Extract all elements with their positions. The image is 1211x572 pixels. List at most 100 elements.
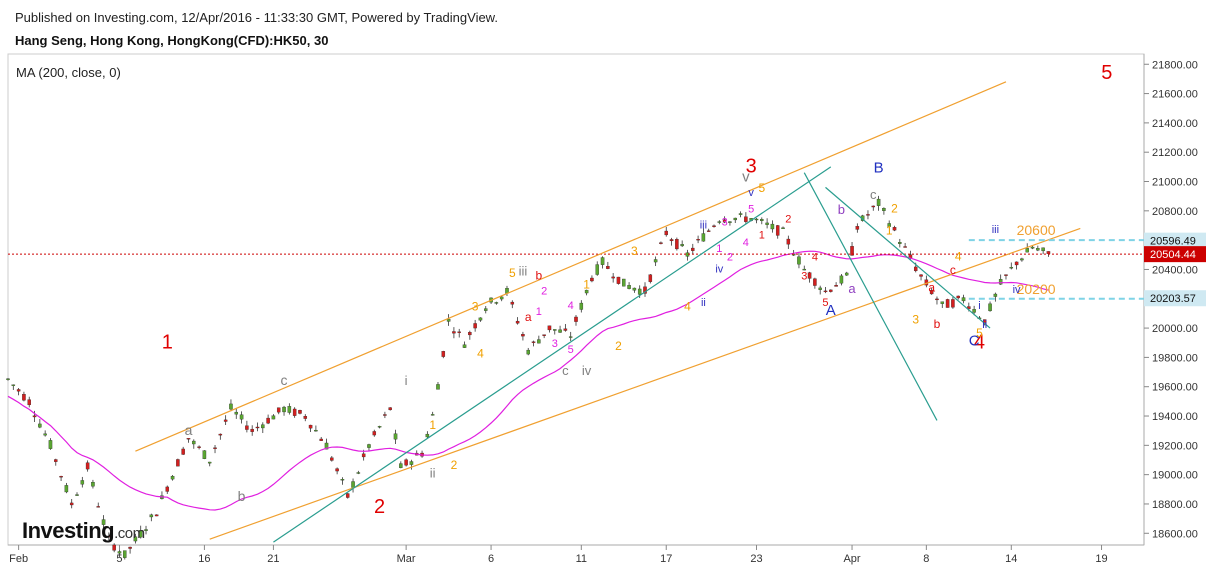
candle-body: [154, 514, 159, 517]
candle-body: [935, 298, 939, 301]
y-tick-label: 19600.00: [1152, 382, 1198, 394]
y-tick-label: 21200.00: [1152, 147, 1198, 159]
candle-body: [27, 399, 31, 406]
candle-body: [563, 328, 568, 331]
candle-body: [91, 482, 95, 487]
candle-body: [892, 227, 897, 231]
candle-body: [807, 272, 812, 279]
candle-body: [818, 287, 822, 290]
candle-body: [202, 450, 207, 459]
candle-body: [839, 275, 844, 284]
wave-label: 2: [785, 214, 791, 226]
candle-body: [383, 414, 387, 416]
candle-body: [765, 222, 769, 225]
wave-label: ii: [701, 297, 706, 309]
candle-body: [250, 428, 254, 432]
x-tick-label: 21: [267, 553, 279, 565]
candle-body: [1046, 251, 1051, 254]
candle-body: [1009, 267, 1014, 269]
wave-label: 2: [451, 458, 458, 472]
price-tag-bg: [1144, 232, 1206, 249]
candle-body: [712, 225, 716, 227]
wave-label: b: [535, 269, 542, 283]
candle-body: [149, 514, 154, 518]
candle-body: [298, 409, 302, 414]
wave-label: 4: [568, 300, 574, 312]
candle-body: [176, 459, 180, 467]
candle-body: [361, 453, 366, 458]
price-tag-label: 20596.49: [1150, 236, 1196, 248]
wave-label: 1: [162, 332, 173, 354]
candle-body: [882, 208, 886, 211]
y-tick-label: 19000.00: [1152, 470, 1198, 482]
candle-body: [961, 297, 966, 302]
candle-body: [64, 485, 69, 493]
candle-body: [425, 433, 430, 438]
candle-body: [399, 463, 403, 468]
candle-body: [308, 424, 313, 429]
wave-label: 2: [541, 285, 547, 297]
wave-label: i: [405, 373, 408, 388]
y-tick-label: 20800.00: [1152, 206, 1198, 218]
wave-label: 4: [684, 299, 691, 313]
candle-body: [568, 336, 573, 338]
wave-label: 2: [727, 252, 733, 264]
wave-label: B: [874, 160, 884, 177]
wave-label: 1: [716, 243, 722, 255]
candle-body: [1025, 248, 1029, 253]
candle-body: [632, 287, 637, 291]
wave-label: c: [562, 363, 569, 378]
candle-body: [844, 272, 849, 276]
y-tick-label: 18800.00: [1152, 499, 1198, 511]
candle-body: [468, 332, 472, 336]
x-tick-label: 23: [750, 553, 762, 565]
candle-body: [998, 279, 1003, 285]
candle-body: [239, 414, 244, 420]
candle-body: [165, 486, 170, 492]
candle-body: [282, 406, 286, 413]
candle-body: [80, 480, 85, 485]
axes-layer: 21800.00 21600.00 21400.00 21200.00 21000.00…: [9, 59, 1206, 565]
candle-body: [521, 334, 525, 337]
wave-label: 4: [955, 250, 962, 264]
candle-body: [770, 223, 775, 230]
wave-label: 4: [743, 237, 749, 249]
candle-body: [54, 459, 58, 462]
candle-body: [85, 462, 90, 470]
candle-body: [356, 472, 361, 474]
candle-body: [276, 407, 281, 413]
candle-body: [542, 334, 546, 336]
wave-label: 5: [568, 344, 574, 356]
candle-body: [69, 502, 74, 506]
candle-body: [733, 217, 738, 221]
symbol-title: Hang Seng, Hong Kong, HongKong(CFD):HK50…: [15, 33, 329, 48]
candle-body: [245, 425, 249, 430]
x-tick-label: 6: [488, 553, 494, 565]
candle-body: [526, 349, 530, 355]
candle-body: [871, 205, 876, 208]
candle-body: [898, 242, 902, 244]
wave-label: ii: [430, 466, 436, 481]
candle-body: [484, 308, 488, 311]
candle-body: [457, 331, 461, 333]
candle-body: [929, 290, 934, 295]
candle-body: [112, 544, 116, 551]
candle-body: [234, 411, 239, 415]
candle-body: [876, 198, 881, 206]
candle-body: [452, 331, 456, 334]
wave-label: v: [748, 187, 754, 199]
wave-label: iv: [1013, 284, 1021, 296]
candle-body: [75, 494, 79, 496]
candle-body: [919, 274, 923, 277]
wave-label: iii: [519, 263, 528, 278]
wave-label: b: [934, 317, 941, 331]
candle-body: [462, 344, 467, 348]
candle-body: [775, 225, 780, 236]
candle-body: [170, 475, 175, 480]
candle-body: [335, 468, 339, 472]
candle-body: [446, 318, 451, 322]
wave-label: 5: [748, 203, 754, 215]
wave-label: ii: [982, 319, 987, 331]
